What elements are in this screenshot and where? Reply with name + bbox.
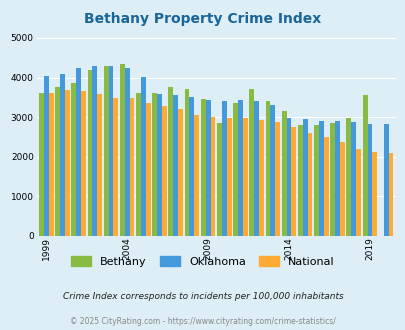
Bar bbox=[76, 68, 81, 236]
Bar bbox=[350, 122, 355, 236]
Bar bbox=[286, 118, 291, 236]
Bar bbox=[383, 124, 388, 236]
Bar bbox=[367, 124, 371, 236]
Bar bbox=[184, 89, 189, 236]
Bar bbox=[113, 98, 118, 236]
Bar bbox=[145, 103, 150, 236]
Bar bbox=[92, 66, 97, 236]
Bar bbox=[232, 103, 237, 236]
Bar bbox=[335, 121, 339, 236]
Bar bbox=[71, 83, 76, 236]
Bar bbox=[313, 125, 318, 236]
Bar bbox=[323, 137, 328, 236]
Bar bbox=[119, 64, 124, 236]
Bar bbox=[200, 99, 205, 236]
Bar bbox=[168, 87, 173, 236]
Bar bbox=[270, 105, 275, 236]
Bar bbox=[49, 93, 53, 236]
Bar bbox=[291, 127, 296, 236]
Bar bbox=[60, 74, 65, 236]
Bar bbox=[265, 101, 270, 236]
Bar bbox=[103, 66, 108, 236]
Bar bbox=[124, 68, 129, 236]
Bar bbox=[297, 125, 302, 236]
Bar bbox=[205, 100, 210, 236]
Bar bbox=[194, 115, 199, 236]
Bar bbox=[242, 118, 247, 236]
Bar bbox=[302, 119, 307, 236]
Bar bbox=[162, 107, 166, 236]
Bar bbox=[173, 95, 178, 236]
Bar bbox=[136, 93, 141, 236]
Bar bbox=[237, 100, 242, 236]
Bar bbox=[388, 153, 392, 236]
Bar bbox=[97, 94, 102, 236]
Bar bbox=[281, 111, 286, 236]
Bar bbox=[44, 76, 49, 236]
Bar bbox=[345, 118, 350, 236]
Bar bbox=[318, 121, 323, 236]
Bar bbox=[258, 119, 263, 236]
Bar bbox=[55, 87, 60, 236]
Bar bbox=[254, 101, 258, 236]
Bar bbox=[371, 151, 376, 236]
Text: Crime Index corresponds to incidents per 100,000 inhabitants: Crime Index corresponds to incidents per… bbox=[62, 292, 343, 301]
Bar bbox=[178, 109, 183, 236]
Bar bbox=[129, 98, 134, 236]
Text: Bethany Property Crime Index: Bethany Property Crime Index bbox=[84, 12, 321, 25]
Text: © 2025 CityRating.com - https://www.cityrating.com/crime-statistics/: © 2025 CityRating.com - https://www.city… bbox=[70, 317, 335, 326]
Bar bbox=[216, 123, 221, 236]
Bar bbox=[221, 101, 226, 236]
Legend: Bethany, Oklahoma, National: Bethany, Oklahoma, National bbox=[71, 256, 334, 267]
Bar bbox=[307, 133, 312, 236]
Bar bbox=[65, 90, 70, 236]
Bar bbox=[226, 118, 231, 236]
Bar bbox=[108, 66, 113, 236]
Bar bbox=[39, 93, 44, 236]
Bar bbox=[330, 123, 335, 236]
Bar bbox=[249, 89, 254, 236]
Bar bbox=[81, 91, 86, 236]
Bar bbox=[355, 149, 360, 236]
Bar bbox=[157, 94, 162, 236]
Bar bbox=[339, 143, 344, 236]
Bar bbox=[87, 70, 92, 236]
Bar bbox=[189, 97, 194, 236]
Bar bbox=[152, 93, 157, 236]
Bar bbox=[141, 77, 145, 236]
Bar bbox=[275, 121, 279, 236]
Bar bbox=[362, 95, 367, 236]
Bar bbox=[210, 117, 215, 236]
